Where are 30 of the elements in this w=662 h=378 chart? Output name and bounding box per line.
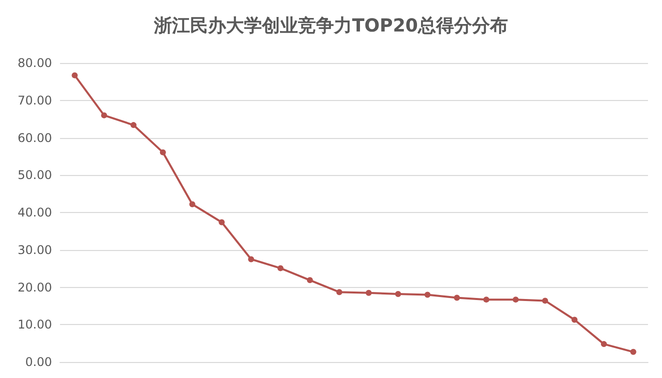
point xyxy=(454,294,460,301)
y-tick-label: 60.00 xyxy=(18,130,52,145)
point xyxy=(483,296,490,303)
point xyxy=(366,290,372,296)
y-tick-label: 50.00 xyxy=(18,168,52,182)
y-tick-label: 20.00 xyxy=(18,280,52,294)
point xyxy=(600,341,607,348)
point xyxy=(189,201,196,208)
point xyxy=(72,72,78,78)
point xyxy=(160,149,166,156)
point xyxy=(336,289,342,296)
point xyxy=(278,265,284,272)
y-tick-label: 0.00 xyxy=(25,355,52,369)
point xyxy=(218,219,225,226)
y-tick-label: 40.00 xyxy=(18,206,52,220)
chart-title: 浙江民办大学创业竞争力TOP20总得分分布 xyxy=(153,16,508,36)
y-tick-label: 30.00 xyxy=(18,242,52,257)
point xyxy=(572,316,578,323)
point xyxy=(424,292,430,298)
y-tick-label: 70.00 xyxy=(18,93,52,108)
point xyxy=(101,112,108,118)
point xyxy=(130,122,136,128)
point xyxy=(306,277,313,284)
y-tick-label: 80.00 xyxy=(18,56,52,70)
y-tick-label: 10.00 xyxy=(18,318,52,332)
point xyxy=(395,290,402,297)
point xyxy=(512,296,519,303)
point xyxy=(542,298,548,304)
point xyxy=(630,348,636,355)
point xyxy=(248,256,254,262)
